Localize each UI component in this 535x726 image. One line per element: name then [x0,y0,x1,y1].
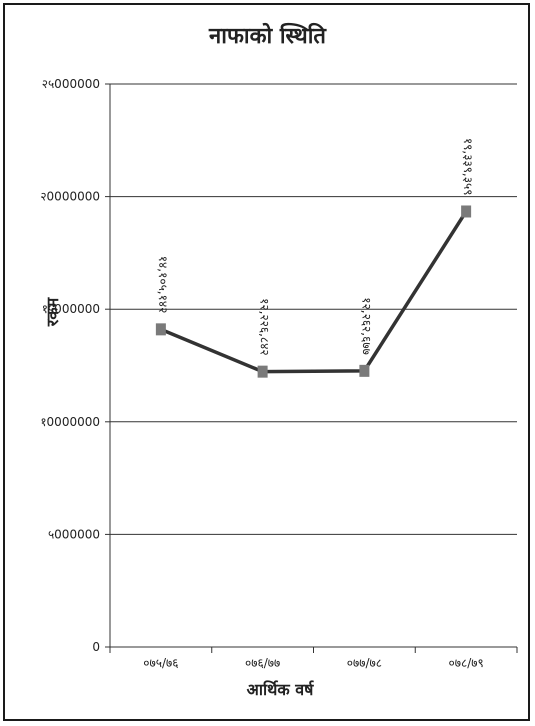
series-line [160,210,468,374]
axes [109,84,517,648]
x-tick-label: ०७५/७६ [143,656,178,670]
data-label: १४,१०५,१४२ [156,256,170,314]
data-point-marker [461,205,472,218]
markers [155,205,472,378]
y-tick-label: 0 [92,640,100,654]
y-axis-title: रकम [43,296,62,327]
x-tick-label: ०७७/७८ [347,656,382,670]
y-tick-label: २0000000 [40,190,100,204]
x-tick-labels: ०७५/७६ ०७६/७७ ०७७/७८ ०७८/७९ [109,647,518,670]
data-label: १९,३३९,३५९ [461,138,475,196]
y-tick-label: १५000000 [42,302,100,316]
data-label: १२,२६२,६७७ [359,297,373,355]
x-axis-title: आर्थिक वर्ष [247,680,315,699]
chart-frame [3,3,530,721]
x-tick-label: ०७८/७९ [449,656,484,670]
gridlines [110,83,517,535]
x-tick-label: ०७६/७७ [245,656,280,670]
data-point-marker [359,364,370,377]
data-point-marker [257,365,268,378]
series-profit [160,210,468,374]
y-tick-label: १0000000 [40,415,100,429]
data-label: १२,२२६,८४२ [258,298,272,356]
data-labels: १४,१०५,१४२ १२,२२६,८४२ १२,२६२,६७७ १९,३३९,३५९ [156,138,475,356]
y-tick-label: ५000000 [48,527,100,541]
data-point-marker [155,323,166,336]
y-tick-labels: 0 ५000000 १0000000 १५000000 २0000000 २५000000 [40,77,110,654]
y-tick-label: २५000000 [42,77,100,91]
chart-title: नाफाको स्थिति [209,24,326,49]
